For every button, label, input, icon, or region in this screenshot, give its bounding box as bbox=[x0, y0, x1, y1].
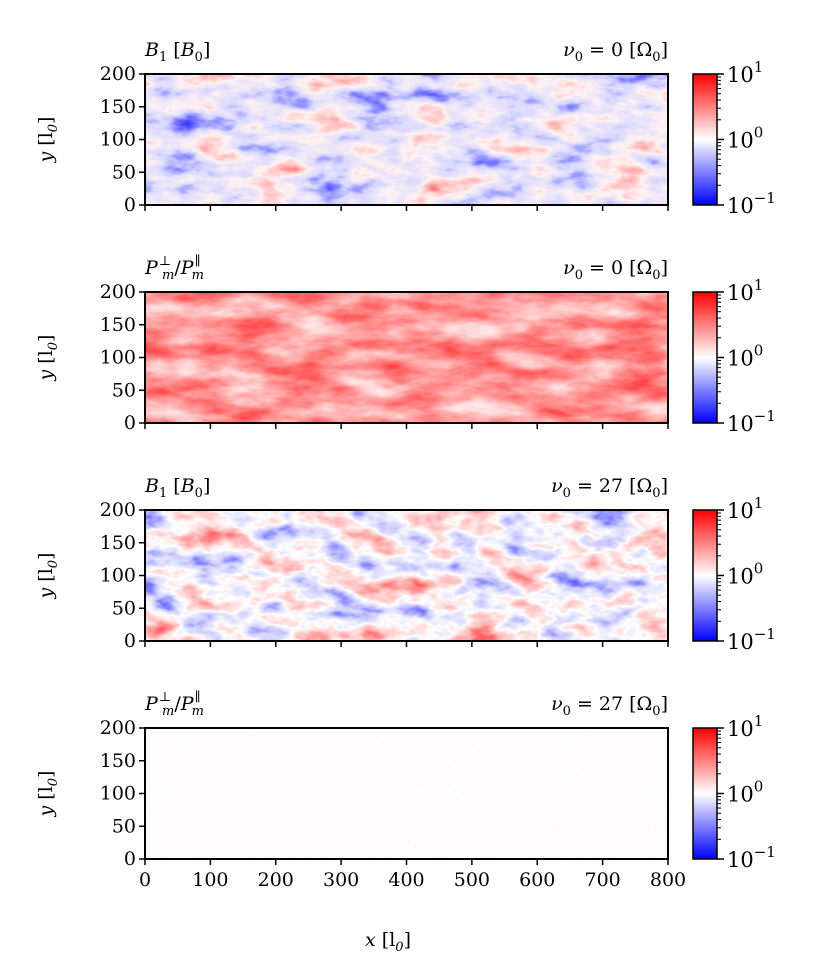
y-tick-label: 100 bbox=[100, 783, 136, 805]
y-tick-label: 150 bbox=[100, 532, 136, 554]
colorbar-tick-label: 101 bbox=[727, 276, 763, 305]
heatmap-field-4 bbox=[145, 728, 668, 859]
x-tick-label: 300 bbox=[323, 869, 359, 891]
panel-2: P⊥ m/P∥ m ν0 = 0 [Ω0] 0 50 100 150 200 y [l0] 10−1… bbox=[35, 254, 776, 436]
panel-title-1: B1 [B0] bbox=[144, 39, 210, 65]
colorbar-3 bbox=[692, 509, 718, 642]
x-tick-label: 500 bbox=[454, 869, 490, 891]
x-tick-label: 100 bbox=[192, 869, 228, 891]
y-tick-label: 200 bbox=[100, 63, 136, 85]
panel-annotation-2: ν0 = 0 [Ω0] bbox=[563, 257, 668, 283]
y-tick-label: 100 bbox=[100, 565, 136, 587]
colorbar-tick-label: 101 bbox=[727, 712, 763, 741]
x-tick-label: 0 bbox=[139, 869, 151, 891]
colorbar-1 bbox=[692, 73, 718, 206]
y-axis-label-3: y [l0] bbox=[35, 553, 61, 600]
x-tick-label: 600 bbox=[519, 869, 555, 891]
colorbar-tick-label: 10−1 bbox=[727, 407, 776, 436]
panel-4: P⊥ m/P∥ m ν0 = 27 [Ω0] 0 50 100 150 200 y [l0] 0 10… bbox=[35, 690, 776, 891]
x-tick-label: 400 bbox=[388, 869, 424, 891]
colorbar-tick-label: 101 bbox=[727, 58, 763, 87]
y-tick-label: 200 bbox=[100, 499, 136, 521]
colorbar-tick-label: 100 bbox=[727, 342, 763, 371]
heatmap-field-3 bbox=[145, 510, 668, 641]
y-tick-label: 50 bbox=[112, 161, 136, 183]
y-tick-label: 100 bbox=[100, 129, 136, 151]
colorbar-4 bbox=[692, 727, 718, 860]
x-tick-label: 700 bbox=[584, 869, 620, 891]
y-tick-label: 0 bbox=[124, 630, 136, 652]
y-tick-label: 0 bbox=[124, 194, 136, 216]
y-axis-label-2: y [l0] bbox=[35, 335, 61, 382]
y-tick-label: 50 bbox=[112, 597, 136, 619]
y-tick-label: 100 bbox=[100, 347, 136, 369]
panel-annotation-1: ν0 = 0 [Ω0] bbox=[563, 39, 668, 65]
y-tick-label: 200 bbox=[100, 281, 136, 303]
colorbar-2 bbox=[692, 291, 718, 424]
y-tick-label: 150 bbox=[100, 96, 136, 118]
panel-title-3: B1 [B0] bbox=[144, 475, 210, 501]
panel-annotation-3: ν0 = 27 [Ω0] bbox=[551, 475, 668, 501]
y-tick-label: 0 bbox=[124, 848, 136, 870]
heatmap-field-1 bbox=[145, 74, 668, 205]
x-tick-label: 800 bbox=[650, 869, 686, 891]
y-tick-label: 50 bbox=[112, 379, 136, 401]
y-axis-label-1: y [l0] bbox=[35, 117, 61, 164]
heatmap-field-2 bbox=[145, 292, 668, 423]
y-tick-label: 150 bbox=[100, 750, 136, 772]
y-axis-label-4: y [l0] bbox=[35, 771, 61, 818]
y-tick-label: 200 bbox=[100, 717, 136, 739]
colorbar-tick-label: 10−1 bbox=[727, 625, 776, 654]
colorbar-tick-label: 100 bbox=[727, 560, 763, 589]
panel-title-2: P⊥ m/P∥ m bbox=[144, 254, 204, 283]
x-tick-label: 200 bbox=[258, 869, 294, 891]
colorbar-tick-label: 10−1 bbox=[727, 189, 776, 218]
panel-title-4: P⊥ m/P∥ m bbox=[144, 690, 204, 719]
colorbar-tick-label: 100 bbox=[727, 778, 763, 807]
colorbar-tick-label: 100 bbox=[727, 124, 763, 153]
colorbar-tick-label: 101 bbox=[727, 494, 763, 523]
y-tick-label: 0 bbox=[124, 412, 136, 434]
y-tick-label: 150 bbox=[100, 314, 136, 336]
y-tick-label: 50 bbox=[112, 815, 136, 837]
panel-1: B1 [B0] ν0 = 0 [Ω0] 0 50 100 150 200 y [l0] 10−1… bbox=[35, 39, 776, 218]
x-axis-label: x [l0] bbox=[365, 929, 411, 955]
colorbar-tick-label: 10−1 bbox=[727, 843, 776, 872]
panel-annotation-4: ν0 = 27 [Ω0] bbox=[551, 693, 668, 719]
panel-3: B1 [B0] ν0 = 27 [Ω0] 0 50 100 150 200 y [l0] 10−… bbox=[35, 475, 776, 654]
